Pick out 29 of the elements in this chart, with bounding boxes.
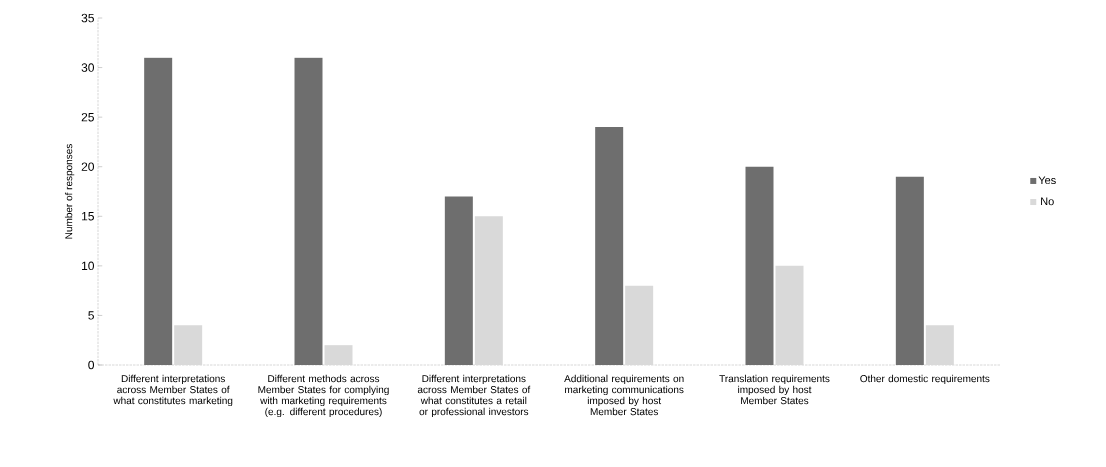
- x-tick-label: Different interpretations across Member States of what constitutes a retail or professional investors: [417, 374, 531, 418]
- bar: [925, 325, 954, 365]
- bar: [775, 265, 804, 365]
- bar: [444, 196, 473, 365]
- legend-label: Yes: [1038, 176, 1056, 185]
- y-tick-label: 5: [88, 311, 94, 320]
- bar: [595, 127, 624, 365]
- y-tick-label: 20: [81, 162, 95, 171]
- x-tick-label: Different interpretations across Member States of what constitutes marketing: [113, 374, 233, 407]
- x-tick-label: Different methods across Member States for complying with marketing requirements (e.g. different procedures): [258, 374, 389, 418]
- bar: [474, 216, 503, 365]
- x-tick-label: Translation requirements imposed by host Member States: [719, 374, 830, 405]
- bar: [294, 57, 323, 365]
- legend-label: No: [1041, 197, 1054, 206]
- y-tick-label: 35: [81, 13, 94, 23]
- x-tick-label: Additional requirements on marketing communications imposed by host Member States: [564, 374, 684, 416]
- bar: [174, 325, 203, 365]
- bar: [144, 57, 173, 365]
- y-tick-label: 15: [82, 212, 94, 221]
- y-axis-title: Number of responses: [64, 144, 75, 239]
- x-tick-label: Other domestic requirements: [860, 374, 990, 385]
- y-tick-label: 0: [88, 360, 95, 370]
- y-tick-label: 30: [81, 63, 95, 72]
- bar: [895, 176, 924, 365]
- y-tick-label: 10: [82, 261, 95, 271]
- bar: [745, 166, 774, 365]
- y-tick-label: 25: [81, 112, 94, 122]
- bar: [625, 285, 654, 365]
- bar: [324, 345, 353, 365]
